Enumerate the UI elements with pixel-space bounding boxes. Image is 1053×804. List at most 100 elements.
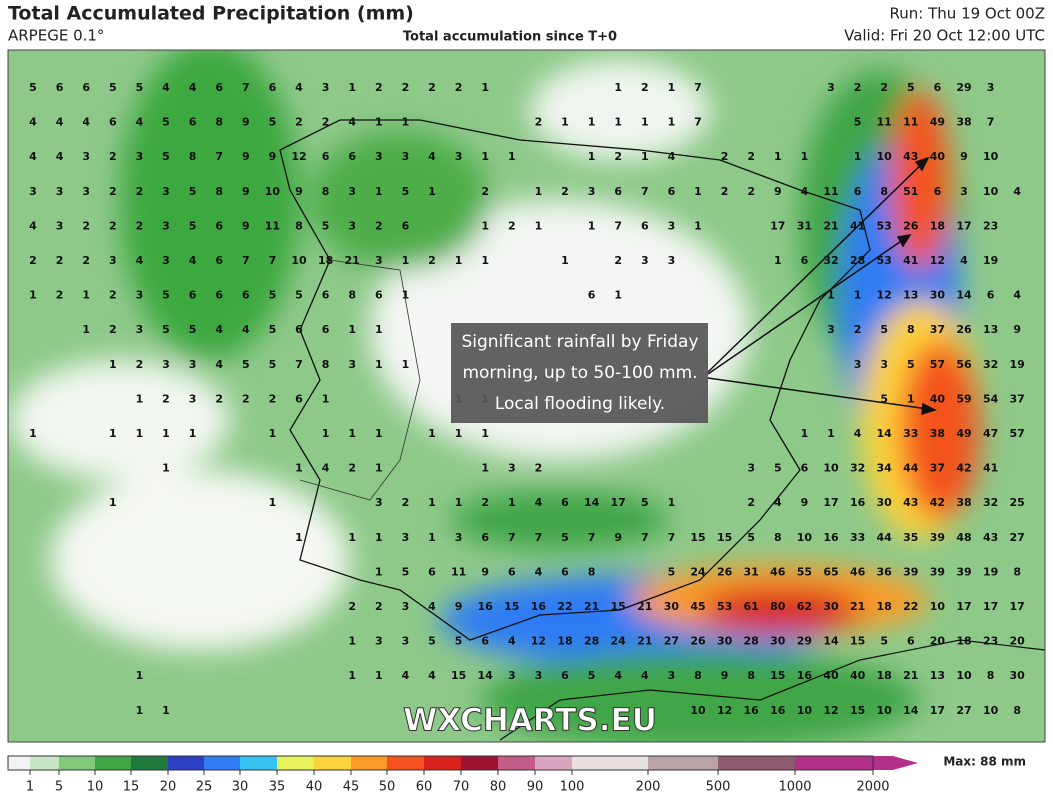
annotation-line: Local flooding likely. [495,394,665,414]
grid-value: 4 [136,116,144,129]
colorbar-segment [204,756,240,770]
grid-value: 9 [455,600,463,613]
grid-value: 18 [930,219,945,232]
grid-value: 6 [295,323,303,336]
grid-value: 1 [162,704,170,717]
grid-value: 6 [375,289,383,302]
grid-value: 4 [348,116,356,129]
grid-value: 21 [584,600,599,613]
grid-value: 1 [269,427,277,440]
grid-value: 3 [668,219,676,232]
grid-value: 1 [348,323,356,336]
grid-value: 4 [960,254,968,267]
grid-value: 10 [956,669,972,682]
grid-value: 43 [903,496,918,509]
grid-value: 30 [770,635,786,648]
grid-value: 2 [29,254,37,267]
grid-value: 1 [561,254,569,267]
grid-value: 21 [823,219,838,232]
grid-value: 1 [801,427,809,440]
colorbar-tick-label: 20 [160,780,177,795]
grid-value: 1 [481,81,489,94]
grid-value: 1 [827,427,835,440]
grid-value: 1 [668,496,676,509]
grid-value: 1 [854,289,862,302]
grid-value: 2 [535,116,543,129]
grid-value: 1 [402,289,410,302]
grid-value: 4 [428,669,436,682]
grid-value: 3 [189,392,197,405]
grid-value: 1 [375,531,383,544]
grid-value: 4 [1013,289,1021,302]
grid-value: 7 [215,150,223,163]
grid-value: 1 [588,116,596,129]
grid-value: 30 [930,289,946,302]
grid-value: 1 [375,323,383,336]
grid-value: 65 [823,565,838,578]
grid-value: 29 [956,81,971,94]
grid-value: 2 [721,185,729,198]
grid-value: 2 [215,392,223,405]
grid-value: 32 [850,462,865,475]
grid-value: 1 [375,462,383,475]
grid-value: 1 [827,289,835,302]
grid-value: 1 [481,462,489,475]
grid-value: 6 [189,289,197,302]
grid-value: 3 [455,150,463,163]
grid-value: 26 [690,635,706,648]
grid-value: 5 [428,635,436,648]
grid-value: 4 [1013,185,1021,198]
grid-value: 22 [557,600,572,613]
colorbar-tick-label: 60 [416,780,433,795]
grid-value: 11 [903,116,918,129]
colorbar-segment [168,756,204,770]
grid-value: 39 [930,531,945,544]
grid-value: 5 [189,185,197,198]
grid-value: 1 [375,427,383,440]
grid-value: 7 [641,185,649,198]
grid-value: 3 [402,635,410,648]
grid-value: 5 [641,496,649,509]
grid-value: 17 [823,496,838,509]
colorbar-segment [95,756,131,770]
colorbar-tick-label: 30 [232,780,249,795]
grid-value: 55 [797,565,812,578]
grid-value: 6 [109,116,117,129]
grid-value: 7 [242,254,250,267]
colorbar-tick-label: 2000 [856,780,889,795]
grid-value: 17 [1010,600,1025,613]
grid-value: 2 [82,219,90,232]
grid-value: 6 [295,392,303,405]
grid-value: 19 [983,254,998,267]
grid-value: 6 [322,323,330,336]
grid-value: 57 [930,358,945,371]
grid-value: 6 [481,635,489,648]
grid-value: 37 [1010,392,1025,405]
colorbar-frame [7,755,874,771]
model: ARPEGE 0.1° [8,27,104,45]
grid-value: 42 [956,462,971,475]
grid-value: 2 [481,185,489,198]
grid-value: 41 [903,254,918,267]
grid-value: 21 [345,254,360,267]
grid-value: 80 [770,600,786,613]
grid-value: 38 [956,116,971,129]
grid-value: 4 [428,150,436,163]
grid-value: 27 [1010,531,1025,544]
grid-value: 33 [903,427,918,440]
grid-value: 28 [744,635,759,648]
grid-value: 6 [854,185,862,198]
grid-value: 5 [269,289,277,302]
colorbar-tick-label: 200 [636,780,661,795]
colorbar-segment [424,756,461,770]
grid-value: 7 [987,116,995,129]
grid-value: 11 [265,219,280,232]
grid-value: 3 [56,185,64,198]
grid-value: 32 [983,358,998,371]
grid-value: 1 [402,254,410,267]
grid-value: 8 [295,219,303,232]
grid-value: 16 [823,531,839,544]
grid-value: 1 [481,150,489,163]
grid-value: 6 [801,462,809,475]
grid-value: 1 [375,116,383,129]
